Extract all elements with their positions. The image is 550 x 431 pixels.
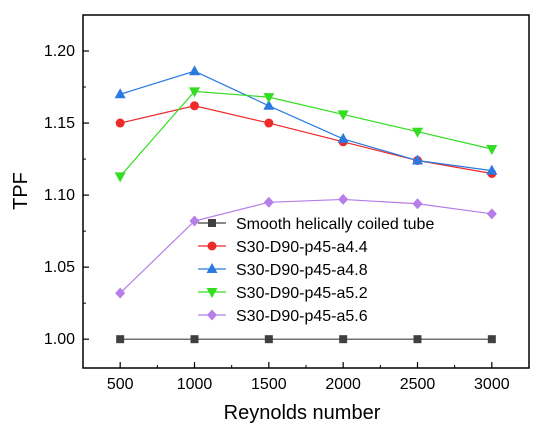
series-line: [119, 70, 492, 172]
data-point: [486, 144, 498, 155]
legend-item: S30-D90-p45-a5.2: [198, 285, 368, 302]
legend-label: S30-D90-p45-a4.4: [236, 239, 368, 256]
data-point: [412, 127, 423, 138]
data-point: [337, 110, 349, 121]
axis-ticks: 500 1000 1500 2000 2500 3000 1.00 1.05 1.10 1.15 1…: [44, 43, 510, 393]
data-point: [190, 101, 199, 111]
x-tick-label: 3000: [474, 376, 510, 393]
x-axis-title: Reynolds number: [224, 402, 381, 424]
y-tick-label: 1.20: [44, 43, 75, 60]
data-point: [263, 93, 275, 104]
x-tick-label: 1500: [251, 376, 287, 393]
data-point: [114, 88, 126, 99]
data-point: [116, 335, 125, 344]
x-tick-label: 2000: [325, 376, 361, 393]
x-tick-label: 1000: [177, 376, 213, 393]
x-tick-label: 2500: [400, 376, 436, 393]
data-point: [487, 335, 496, 344]
legend-marker: [206, 263, 218, 273]
data-point: [189, 87, 200, 98]
series-2: [115, 101, 497, 178]
y-tick-label: 1.00: [44, 331, 75, 348]
legend-item: Smooth helically coiled tube: [198, 216, 434, 233]
legend-label: S30-D90-p45-a5.2: [236, 285, 368, 302]
legend-marker: [207, 241, 217, 251]
legend-label: Smooth helically coiled tube: [236, 216, 434, 233]
data-point: [338, 193, 349, 205]
data-point: [190, 335, 199, 344]
series-group: [114, 65, 498, 344]
data-point: [486, 208, 497, 220]
series-3: [114, 65, 498, 175]
series-1: [116, 335, 496, 344]
legend-marker: [206, 288, 218, 298]
data-point: [413, 335, 422, 344]
data-point: [263, 196, 274, 208]
data-point: [412, 154, 423, 165]
legend-item: S30-D90-p45-a5.6: [198, 308, 368, 325]
data-point: [412, 198, 423, 210]
data-point: [189, 215, 200, 227]
legend-item: S30-D90-p45-a4.8: [198, 262, 368, 279]
data-point: [486, 164, 498, 175]
legend-label: S30-D90-p45-a4.8: [236, 262, 368, 279]
y-axis-title: TPF: [10, 172, 32, 210]
data-point: [264, 118, 274, 128]
legend-marker: [208, 219, 216, 227]
series-5: [115, 193, 497, 299]
data-point: [339, 335, 348, 344]
y-tick-label: 1.15: [44, 115, 75, 132]
data-point: [264, 335, 273, 344]
data-point: [189, 65, 200, 76]
legend-item: S30-D90-p45-a4.4: [198, 239, 368, 256]
legend-marker: [207, 309, 217, 321]
x-tick-label: 500: [107, 376, 134, 393]
data-point: [263, 99, 275, 110]
legend-label: S30-D90-p45-a5.6: [236, 308, 368, 325]
legend: Smooth helically coiled tube S30-D90-p45-…: [198, 216, 434, 325]
series-line: [119, 198, 492, 294]
data-point: [337, 132, 349, 143]
data-point: [114, 172, 126, 183]
data-point: [115, 287, 126, 299]
y-tick-label: 1.10: [44, 187, 75, 204]
y-tick-label: 1.05: [44, 259, 75, 276]
series-line: [119, 90, 492, 177]
data-point: [115, 118, 125, 128]
series-4: [114, 87, 498, 183]
